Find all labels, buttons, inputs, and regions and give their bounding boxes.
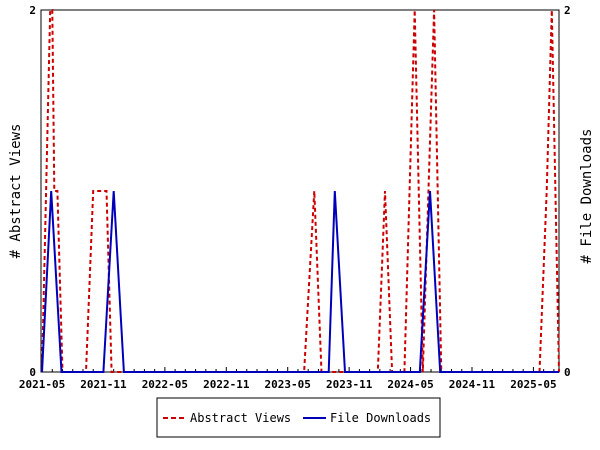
y-left-tick-label-top: 2: [29, 4, 36, 17]
y-axis-ticks: 2 0 2 0: [29, 4, 570, 379]
y-axis-left-title: # Abstract Views: [8, 124, 24, 259]
series-layer: [41, 9, 560, 373]
y-right-tick-label-top: 2: [564, 4, 571, 17]
legend-label-abstract-views: Abstract Views: [190, 411, 291, 425]
legend-label-file-downloads: File Downloads: [330, 411, 431, 425]
x-tick-label: 2025-05: [510, 378, 556, 391]
y-left-tick-label-bottom: 0: [29, 366, 36, 379]
plot-area: [40, 9, 560, 373]
legend-box: [156, 397, 441, 438]
x-tick-label: 2024-11: [449, 378, 496, 391]
y-right-tick-label-bottom: 0: [564, 366, 571, 379]
x-tick-label: 2024-05: [387, 378, 433, 391]
series-line-file-downloads: [41, 190, 559, 373]
x-tick-label: 2022-11: [203, 378, 250, 391]
x-tick-label: 2021-05: [19, 378, 65, 391]
y-axis-right-title: # File Downloads: [579, 129, 595, 264]
series-line-abstract-views: [41, 9, 560, 373]
x-tick-label: 2022-05: [142, 378, 188, 391]
x-axis-ticks: 2021-05 2021-11 2022-05 2022-11 2023-05 2023-…: [19, 367, 557, 391]
x-tick-label: 2021-11: [80, 378, 127, 391]
x-tick-label: 2023-05: [265, 378, 311, 391]
x-tick-label: 2023-11: [326, 378, 373, 391]
legend: Abstract Views File Downloads: [156, 397, 441, 438]
